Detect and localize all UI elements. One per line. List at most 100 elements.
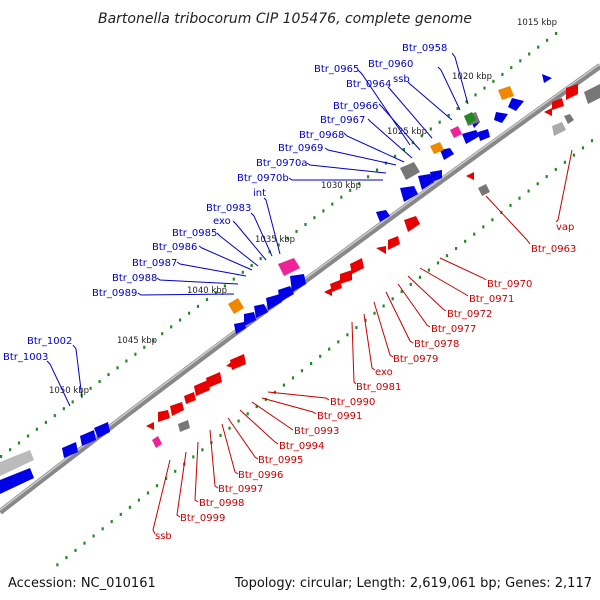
tick-dot bbox=[74, 548, 77, 552]
tick-dot bbox=[119, 512, 122, 516]
tick-dot bbox=[0, 455, 3, 458]
tick-dot bbox=[188, 311, 191, 315]
forward-cds-arrow bbox=[0, 468, 34, 494]
gene-label-reverse: Btr_0971 bbox=[469, 294, 514, 305]
tick-dot bbox=[373, 311, 376, 315]
tick-dot bbox=[447, 113, 450, 117]
tick-dot bbox=[143, 345, 146, 349]
kbp-label: 1015 kbp bbox=[517, 18, 557, 28]
tick-dot bbox=[319, 354, 322, 358]
tick-dot bbox=[409, 282, 412, 286]
tick-dot bbox=[537, 45, 540, 49]
tick-dot bbox=[291, 376, 295, 380]
forward-cds-arrow bbox=[62, 442, 78, 458]
gene-label-reverse: Btr_0963 bbox=[531, 244, 576, 255]
tick-dot bbox=[277, 243, 280, 247]
tick-dot bbox=[201, 448, 204, 452]
tick-dot bbox=[179, 318, 182, 322]
tick-dot bbox=[196, 304, 200, 308]
tick-dot bbox=[304, 223, 307, 226]
map-title: Bartonella tribocorum CIP 105476, comple… bbox=[98, 11, 472, 27]
forward-cds-arrow bbox=[494, 112, 508, 123]
tick-dot bbox=[491, 218, 494, 222]
tick-dot bbox=[170, 325, 173, 329]
tick-dot bbox=[165, 477, 168, 480]
reverse-cds-arrow bbox=[388, 236, 400, 250]
reverse-cds-arrow bbox=[194, 380, 210, 396]
accession-text: Accession: NC_010161 bbox=[8, 576, 156, 591]
gray-feature-block bbox=[584, 84, 600, 104]
green-feature-block bbox=[464, 112, 476, 124]
kbp-label: 1030 kbp bbox=[321, 181, 361, 191]
reverse-cds-arrow bbox=[330, 280, 342, 292]
tick-dot bbox=[246, 412, 249, 416]
forward-cds-arrow bbox=[542, 74, 552, 83]
gene-label-reverse: Btr_0998 bbox=[199, 498, 244, 509]
tick-dot bbox=[174, 469, 177, 473]
tick-dot bbox=[98, 380, 101, 383]
gene-label-forward: Btr_0969 bbox=[278, 143, 323, 154]
forward-cds-arrow bbox=[80, 430, 96, 446]
reverse-leader-lines bbox=[152, 149, 573, 535]
tick-dot bbox=[393, 154, 397, 158]
inner-tick-ring bbox=[56, 139, 594, 567]
gene-label-reverse: ssb bbox=[155, 531, 172, 542]
gene-label-forward: Btr_0986 bbox=[152, 242, 197, 253]
genome-summary-text: Topology: circular; Length: 2,619,061 bp… bbox=[234, 576, 592, 591]
tick-dot bbox=[545, 175, 548, 179]
tick-dot bbox=[255, 405, 258, 409]
tick-dot bbox=[501, 72, 504, 76]
tick-dot bbox=[492, 79, 495, 83]
tick-dot bbox=[313, 216, 316, 220]
gene-label-forward: int bbox=[253, 188, 266, 199]
forward-cds-arrow bbox=[440, 148, 454, 160]
gray-feature-block bbox=[0, 450, 34, 476]
tick-dot bbox=[89, 386, 92, 390]
magenta-feature-block bbox=[450, 126, 462, 138]
tick-dot bbox=[355, 326, 358, 330]
tick-dot bbox=[259, 257, 262, 261]
gene-label-reverse: exo bbox=[375, 367, 393, 378]
magenta-feature-block bbox=[278, 258, 300, 276]
tick-dot bbox=[282, 383, 285, 387]
tick-dot bbox=[456, 107, 459, 110]
tick-dot bbox=[455, 247, 458, 250]
reverse-cds-arrow bbox=[226, 360, 234, 368]
tick-dot bbox=[192, 455, 195, 459]
tick-dot bbox=[427, 268, 430, 272]
forward-cds-arrow bbox=[418, 174, 434, 190]
tick-dot bbox=[128, 505, 131, 509]
tick-dot bbox=[228, 426, 231, 430]
forward-cds-arrow bbox=[478, 129, 490, 141]
forward-cds-arrow bbox=[430, 170, 442, 182]
reverse-cds-arrow bbox=[544, 108, 552, 116]
tick-dot bbox=[17, 441, 21, 445]
tick-dot bbox=[418, 275, 421, 279]
reverse-cds-arrow bbox=[170, 402, 184, 416]
reverse-strand-features bbox=[146, 84, 578, 430]
magenta-feature-block bbox=[152, 436, 162, 448]
gene-label-reverse: Btr_0996 bbox=[238, 470, 283, 481]
orange-feature-block bbox=[498, 86, 514, 100]
forward-leader-lines bbox=[46, 52, 469, 407]
gene-label-forward: Btr_0970a bbox=[256, 158, 307, 169]
gene-label-forward: Btr_0958 bbox=[402, 43, 447, 54]
tick-dot bbox=[71, 400, 74, 404]
reverse-cds-arrow bbox=[158, 410, 170, 422]
tick-dot bbox=[482, 225, 485, 229]
tick-dot bbox=[536, 182, 539, 186]
tick-dot bbox=[146, 491, 150, 495]
tick-dot bbox=[110, 520, 113, 524]
green-features bbox=[464, 112, 476, 124]
tick-dot bbox=[358, 182, 361, 186]
gene-label-forward: Btr_0960 bbox=[368, 59, 413, 70]
tick-dot bbox=[205, 298, 209, 302]
gene-label-reverse: Btr_0970 bbox=[487, 279, 532, 290]
gene-label-reverse: Btr_0995 bbox=[258, 455, 303, 466]
tick-dot bbox=[473, 232, 476, 236]
kbp-label: 1045 kbp bbox=[117, 336, 157, 346]
tick-dot bbox=[107, 373, 110, 377]
tick-dot bbox=[391, 297, 394, 301]
orange-feature-block bbox=[228, 298, 244, 314]
forward-cds-arrow bbox=[278, 286, 294, 302]
